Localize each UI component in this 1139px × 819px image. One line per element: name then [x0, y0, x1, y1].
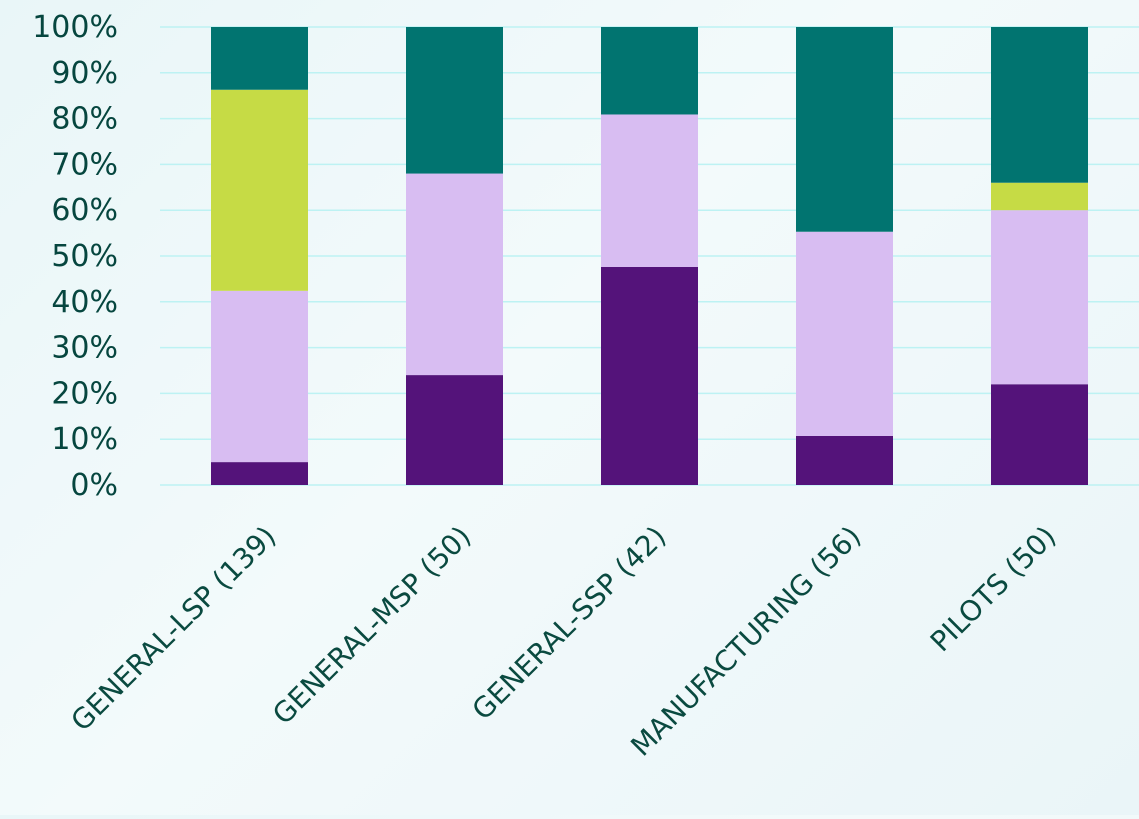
bar-segment [991, 210, 1088, 385]
bar-segment [601, 27, 698, 115]
x-tick-label: GENERAL-LSP (139) [65, 520, 283, 738]
bar-segment [796, 27, 893, 232]
bar-series [211, 27, 1088, 485]
y-tick-label: 20% [51, 376, 118, 411]
y-tick-label: 40% [51, 285, 118, 320]
bar-segment [796, 435, 893, 485]
bar-segment [211, 462, 308, 485]
x-tick-label: GENERAL-SSP (42) [466, 520, 673, 727]
bar-segment [211, 290, 308, 463]
y-tick-label: 0% [70, 468, 118, 503]
y-tick-label: 10% [51, 422, 118, 457]
y-tick-label: 50% [51, 239, 118, 274]
bar-segment [991, 384, 1088, 485]
y-axis-tick-labels: 0% 10% 20% 30% 40% 50% 60% 70% 80% 90% 100% [32, 10, 118, 503]
y-tick-label: 100% [32, 10, 118, 45]
y-tick-label: 60% [51, 193, 118, 228]
bar-segment [601, 114, 698, 267]
bar-segment [991, 182, 1088, 211]
x-tick-label: PILOTS (50) [924, 520, 1063, 659]
bar-segment [406, 173, 503, 376]
bar-segment [211, 89, 308, 291]
bar-segment [211, 27, 308, 90]
bar-segment [406, 27, 503, 174]
bar-segment [991, 27, 1088, 183]
y-tick-label: 30% [51, 331, 118, 366]
bar-segment [796, 231, 893, 436]
x-axis-tick-labels: GENERAL-LSP (139)GENERAL-MSP (50)GENERAL… [65, 520, 1063, 763]
y-tick-label: 70% [51, 147, 118, 182]
bar-segment [406, 375, 503, 485]
y-tick-label: 80% [51, 102, 118, 137]
y-tick-label: 90% [51, 56, 118, 91]
x-tick-label: GENERAL-MSP (50) [266, 520, 477, 731]
x-tick-label: MANUFACTURING (56) [624, 520, 867, 763]
bar-segment [601, 266, 698, 485]
